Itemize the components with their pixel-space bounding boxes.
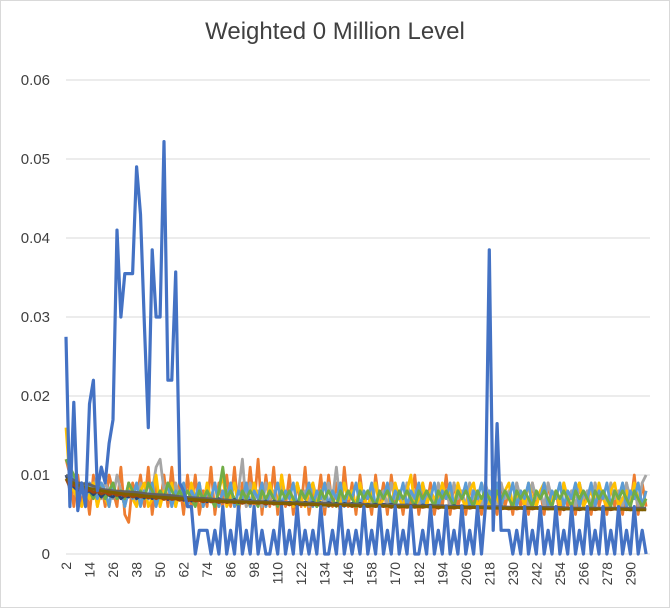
x-tick-label: 74 <box>199 562 215 578</box>
series-line-10 <box>65 477 647 512</box>
y-tick-label: 0.04 <box>21 230 50 247</box>
series-lines <box>64 140 648 556</box>
y-axis-labels: 0 0.01 0.02 0.03 0.04 0.05 0.06 <box>21 72 50 563</box>
x-tick-label: 158 <box>364 562 380 586</box>
x-tick-label: 50 <box>152 562 168 578</box>
chart-title: Weighted 0 Million Level <box>205 18 465 45</box>
x-tick-label: 2 <box>58 562 74 570</box>
x-tick-label: 110 <box>270 562 286 585</box>
series-line-1 <box>64 140 648 556</box>
x-tick-label: 194 <box>434 562 450 586</box>
x-tick-label: 14 <box>82 562 98 578</box>
x-tick-label: 134 <box>317 562 333 586</box>
y-tick-label: 0.02 <box>21 388 50 405</box>
x-tick-label: 86 <box>223 562 239 578</box>
x-tick-label: 254 <box>552 562 568 586</box>
x-tick-label: 290 <box>622 562 638 586</box>
x-tick-label: 218 <box>481 562 497 586</box>
x-tick-label: 278 <box>599 562 615 586</box>
x-tick-label: 122 <box>293 562 309 586</box>
x-tick-label: 206 <box>458 562 474 586</box>
y-tick-label: 0.06 <box>21 72 50 89</box>
x-tick-label: 38 <box>129 562 145 578</box>
x-tick-label: 230 <box>505 562 521 586</box>
y-tick-label: 0.05 <box>21 151 50 168</box>
x-axis-labels: 2 14 26 38 50 62 74 86 98 110 122 134 146 158 170 182 19… <box>58 562 638 586</box>
x-tick-label: 242 <box>528 562 544 586</box>
x-tick-label: 26 <box>105 562 121 578</box>
x-tick-label: 98 <box>246 562 262 578</box>
y-tick-label: 0.01 <box>21 467 50 484</box>
x-tick-label: 266 <box>575 562 591 586</box>
y-tick-label: 0.03 <box>21 309 50 326</box>
x-tick-label: 170 <box>387 562 403 586</box>
x-tick-label: 146 <box>340 562 356 586</box>
x-tick-label: 182 <box>411 562 427 586</box>
y-tick-label: 0 <box>42 546 50 563</box>
x-tick-label: 62 <box>176 562 192 578</box>
